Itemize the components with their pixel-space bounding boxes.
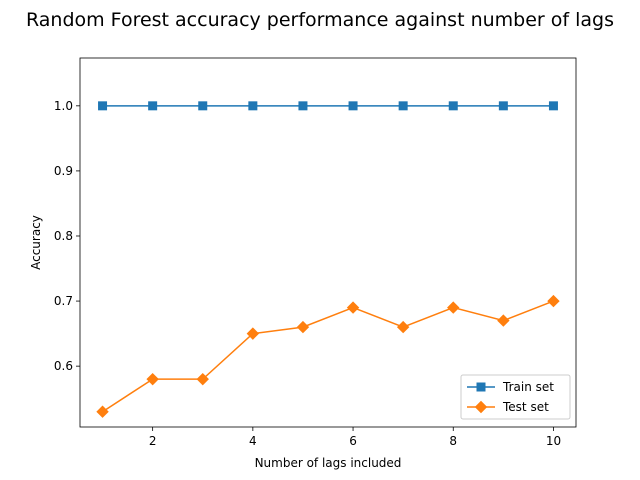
x-tick-label: 10 [546,434,561,448]
y-tick-label: 0.6 [54,359,73,373]
x-tick-label: 8 [449,434,457,448]
y-tick-label: 0.9 [54,164,73,178]
series-line [102,300,554,413]
data-point [396,320,410,334]
data-point [96,405,109,418]
data-point [497,314,510,327]
data-point [547,294,560,308]
series-test-set [96,294,560,418]
x-tick-label: 6 [349,434,357,448]
y-tick-label: 0.7 [54,294,73,308]
data-point [447,301,460,314]
data-point [246,327,260,340]
legend-item: Train set [467,380,554,394]
y-axis-ticks: 0.6 0.7 0.8 0.9 1.0 [54,99,80,373]
y-axis-label: Accuracy [29,215,43,270]
data-point [146,372,159,386]
data-point [498,101,508,111]
data-point [296,320,310,334]
data-point [248,101,258,111]
data-point [448,101,458,111]
y-tick-label: 1.0 [54,99,73,113]
data-point [98,101,108,111]
data-point [398,101,408,111]
data-point [548,101,558,111]
data-point [198,101,208,111]
legend-item: Test set [467,400,549,414]
data-point [346,301,360,314]
legend-box [460,374,571,420]
axes-frame [79,57,577,428]
x-tick-label: 4 [249,434,257,448]
data-point [148,101,158,111]
data-point [298,101,308,111]
legend: Train set Test set [460,374,571,420]
series-train-set [98,101,558,111]
x-axis-label: Number of lags included [255,456,402,470]
x-tick-label: 2 [149,434,157,448]
x-axis-ticks: 2 4 6 8 10 [149,427,561,448]
legend-marker [476,382,486,392]
legend-label: Test set [502,400,549,414]
chart-title: Random Forest accuracy performance again… [26,9,614,31]
legend-label: Train set [502,380,554,394]
legend-marker [474,400,488,414]
data-point [348,101,358,111]
plot-area [96,101,560,418]
y-tick-label: 0.8 [54,229,73,243]
data-point [196,372,209,386]
